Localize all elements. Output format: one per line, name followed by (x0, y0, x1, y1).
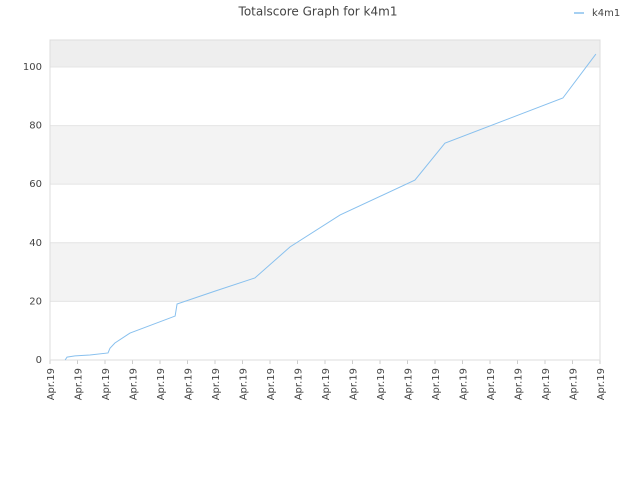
x-tick-label: Apr.19 (349, 368, 360, 400)
x-tick-label: Apr.19 (321, 368, 332, 400)
x-tick-label: Apr.19 (101, 368, 112, 400)
y-tick-label: 40 (29, 238, 42, 249)
x-tick-label: Apr.19 (376, 368, 387, 400)
grid-band (50, 242, 600, 302)
x-tick-label: Apr.19 (486, 368, 497, 400)
x-tick-label: Apr.19 (514, 368, 525, 400)
x-tick-label: Apr.19 (239, 368, 250, 400)
x-tick-label: Apr.19 (459, 368, 470, 400)
x-tick-label: Apr.19 (431, 368, 442, 400)
y-tick-label: 80 (29, 121, 42, 132)
x-tick-label: Apr.19 (46, 368, 57, 400)
chart-title: Totalscore Graph for k4m1 (238, 5, 398, 19)
x-tick-label: Apr.19 (184, 368, 195, 400)
x-tick-label: Apr.19 (404, 368, 415, 400)
grid-band (50, 40, 600, 67)
y-tick-label: 100 (23, 62, 42, 73)
x-tick-label: Apr.19 (211, 368, 222, 400)
grid-band (50, 125, 600, 185)
x-tick-label: Apr.19 (541, 368, 552, 400)
y-tick-label: 0 (36, 355, 42, 366)
x-tick-label: Apr.19 (569, 368, 580, 400)
x-tick-label: Apr.19 (74, 368, 85, 400)
x-tick-label: Apr.19 (266, 368, 277, 400)
legend-label: k4m1 (592, 8, 620, 19)
plot-frame (49, 39, 601, 361)
x-tick-label: Apr.19 (294, 368, 305, 400)
y-tick-label: 20 (29, 296, 42, 307)
x-tick-label: Apr.19 (129, 368, 140, 400)
y-tick-label: 60 (29, 179, 42, 190)
x-tick-label: Apr.19 (156, 368, 167, 400)
data-line (64, 53, 597, 361)
x-tick-label: Apr.19 (596, 368, 607, 400)
